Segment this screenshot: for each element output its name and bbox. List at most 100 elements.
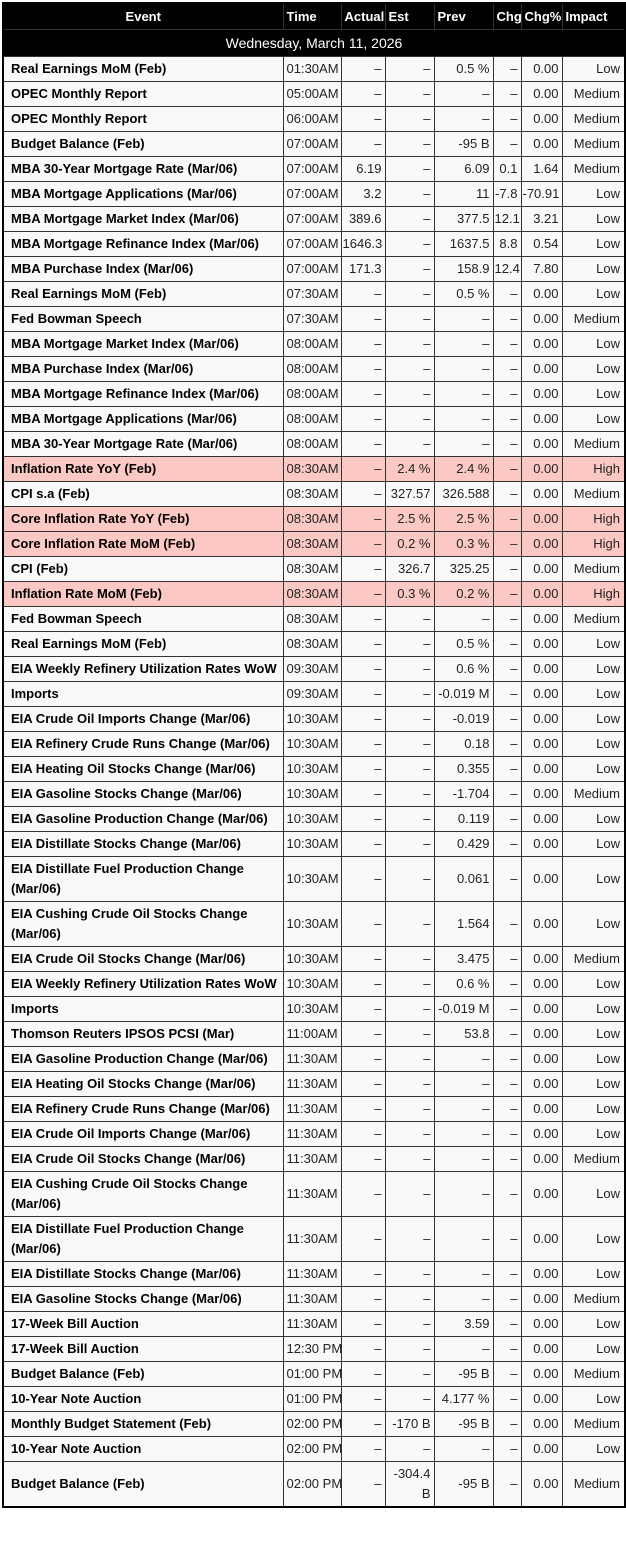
prev-cell: – bbox=[433, 1261, 494, 1287]
chg-cell: – bbox=[492, 656, 522, 682]
chg-cell: – bbox=[492, 431, 522, 457]
table-row[interactable]: EIA Crude Oil Stocks Change (Mar/06) 11:3… bbox=[2, 1146, 626, 1172]
table-row[interactable]: Core Inflation Rate MoM (Feb) 08:30AM –0.2… bbox=[2, 531, 626, 557]
chg-cell: – bbox=[492, 531, 522, 557]
table-row[interactable]: EIA Gasoline Stocks Change (Mar/06) 11:30… bbox=[2, 1286, 626, 1312]
actual-cell: – bbox=[340, 331, 386, 357]
table-row[interactable]: MBA Mortgage Applications (Mar/06) 08:00A… bbox=[2, 406, 626, 432]
table-row[interactable]: Fed Bowman Speech 08:30AM – – – –0.00 Medium bbox=[2, 606, 626, 632]
table-row[interactable]: Imports 09:30AM – – -0.019 M –0.00 Low bbox=[2, 681, 626, 707]
actual-cell: – bbox=[340, 131, 386, 157]
table-row[interactable]: MBA Mortgage Refinance Index (Mar/06) 08:… bbox=[2, 381, 626, 407]
table-row[interactable]: MBA Purchase Index (Mar/06) 07:00AM 171.3–… bbox=[2, 256, 626, 282]
est-cell: – bbox=[384, 206, 435, 232]
prev-cell: – bbox=[433, 1046, 494, 1072]
table-row[interactable]: Thomson Reuters IPSOS PCSI (Mar) 11:00AM –… bbox=[2, 1021, 626, 1047]
table-row[interactable]: 10-Year Note Auction 02:00 PM – – – –0.00 Low bbox=[2, 1436, 626, 1462]
impact-cell: High bbox=[561, 581, 626, 607]
chg-pct-cell: 0.00 bbox=[520, 1436, 563, 1462]
table-row[interactable]: EIA Crude Oil Stocks Change (Mar/06) 10:3… bbox=[2, 946, 626, 972]
table-row[interactable]: CPI s.a (Feb) 08:30AM –327.57 326.588–0.00 M… bbox=[2, 481, 626, 507]
table-row[interactable]: EIA Gasoline Stocks Change (Mar/06) 10:30… bbox=[2, 781, 626, 807]
impact-cell: Low bbox=[561, 1216, 626, 1262]
prev-cell: 6.09 bbox=[433, 156, 494, 182]
table-row[interactable]: OPEC Monthly Report 05:00AM – – – –0.00 Medium bbox=[2, 81, 626, 107]
table-row[interactable]: EIA Crude Oil Imports Change (Mar/06) 11:… bbox=[2, 1121, 626, 1147]
table-row[interactable]: OPEC Monthly Report 06:00AM – – – –0.00 Medium bbox=[2, 106, 626, 132]
event-cell: EIA Weekly Refinery Utilization Rates Wo… bbox=[2, 971, 284, 997]
table-row[interactable]: Inflation Rate MoM (Feb) 08:30AM –0.3 % 0.2… bbox=[2, 581, 626, 607]
table-row[interactable]: Budget Balance (Feb) 02:00 PM – -304.4 B -95… bbox=[2, 1461, 626, 1508]
time-cell: 10:30AM bbox=[282, 806, 342, 832]
table-row[interactable]: EIA Crude Oil Imports Change (Mar/06) 10:… bbox=[2, 706, 626, 732]
chg-pct-cell: 0.00 bbox=[520, 381, 563, 407]
chg-cell: – bbox=[492, 1071, 522, 1097]
table-row[interactable]: Budget Balance (Feb) 01:00 PM – – -95 B –0.00… bbox=[2, 1361, 626, 1387]
event-cell: Budget Balance (Feb) bbox=[2, 131, 284, 157]
prev-cell: 0.6 % bbox=[433, 656, 494, 682]
table-row[interactable]: Core Inflation Rate YoY (Feb) 08:30AM –2.5… bbox=[2, 506, 626, 532]
event-cell: Inflation Rate YoY (Feb) bbox=[2, 456, 284, 482]
table-row[interactable]: EIA Distillate Stocks Change (Mar/06) 11:… bbox=[2, 1261, 626, 1287]
table-row[interactable]: Imports 10:30AM – – -0.019 M –0.00 Low bbox=[2, 996, 626, 1022]
prev-cell: – bbox=[433, 306, 494, 332]
table-row[interactable]: EIA Cushing Crude Oil Stocks Change (Mar… bbox=[2, 1171, 626, 1217]
table-row[interactable]: EIA Cushing Crude Oil Stocks Change (Mar… bbox=[2, 901, 626, 947]
est-cell: – bbox=[384, 756, 435, 782]
table-row[interactable]: EIA Gasoline Production Change (Mar/06) 1… bbox=[2, 1046, 626, 1072]
prev-cell: 2.4 % bbox=[433, 456, 494, 482]
actual-cell: – bbox=[340, 901, 386, 947]
table-row[interactable]: MBA 30-Year Mortgage Rate (Mar/06) 08:00A… bbox=[2, 431, 626, 457]
chg-pct-cell: 0.00 bbox=[520, 1386, 563, 1412]
table-row[interactable]: EIA Distillate Fuel Production Change (M… bbox=[2, 1216, 626, 1262]
impact-cell: Medium bbox=[561, 556, 626, 582]
table-row[interactable]: MBA Mortgage Applications (Mar/06) 07:00A… bbox=[2, 181, 626, 207]
table-row[interactable]: MBA 30-Year Mortgage Rate (Mar/06) 07:00A… bbox=[2, 156, 626, 182]
chg-cell: – bbox=[492, 1311, 522, 1337]
table-row[interactable]: EIA Weekly Refinery Utilization Rates Wo… bbox=[2, 656, 626, 682]
table-row[interactable]: CPI (Feb) 08:30AM –326.7 325.25–0.00 Medium bbox=[2, 556, 626, 582]
table-row[interactable]: 17-Week Bill Auction 12:30 PM – – – –0.00 Low bbox=[2, 1336, 626, 1362]
event-cell: Core Inflation Rate YoY (Feb) bbox=[2, 506, 284, 532]
chg-cell: – bbox=[492, 106, 522, 132]
event-cell: EIA Distillate Fuel Production Change (M… bbox=[2, 856, 284, 902]
table-row[interactable]: EIA Heating Oil Stocks Change (Mar/06) 11… bbox=[2, 1071, 626, 1097]
est-cell: – bbox=[384, 281, 435, 307]
table-row[interactable]: Real Earnings MoM (Feb) 01:30AM – –0.5 % –0.… bbox=[2, 56, 626, 82]
table-row[interactable]: MBA Mortgage Refinance Index (Mar/06) 07:… bbox=[2, 231, 626, 257]
actual-cell: – bbox=[340, 681, 386, 707]
table-row[interactable]: EIA Weekly Refinery Utilization Rates Wo… bbox=[2, 971, 626, 997]
table-row[interactable]: Real Earnings MoM (Feb) 08:30AM – –0.5 % –0.… bbox=[2, 631, 626, 657]
chg-cell: 0.1 bbox=[492, 156, 522, 182]
table-row[interactable]: Fed Bowman Speech 07:30AM – – – –0.00 Medium bbox=[2, 306, 626, 332]
actual-cell: – bbox=[340, 1121, 386, 1147]
table-row[interactable]: MBA Mortgage Market Index (Mar/06) 08:00A… bbox=[2, 331, 626, 357]
table-row[interactable]: Real Earnings MoM (Feb) 07:30AM – –0.5 % –0.… bbox=[2, 281, 626, 307]
chg-cell: – bbox=[492, 1261, 522, 1287]
chg-pct-cell: 0.00 bbox=[520, 1121, 563, 1147]
table-row[interactable]: Inflation Rate YoY (Feb) 08:30AM –2.4 % 2.4… bbox=[2, 456, 626, 482]
est-cell: – bbox=[384, 1171, 435, 1217]
table-row[interactable]: MBA Mortgage Market Index (Mar/06) 07:00A… bbox=[2, 206, 626, 232]
table-row[interactable]: EIA Heating Oil Stocks Change (Mar/06) 10… bbox=[2, 756, 626, 782]
time-cell: 11:30AM bbox=[282, 1286, 342, 1312]
chg-cell: – bbox=[492, 1146, 522, 1172]
prev-cell: 158.9 bbox=[433, 256, 494, 282]
table-row[interactable]: EIA Distillate Stocks Change (Mar/06) 10:… bbox=[2, 831, 626, 857]
table-row[interactable]: EIA Distillate Fuel Production Change (M… bbox=[2, 856, 626, 902]
time-cell: 11:30AM bbox=[282, 1046, 342, 1072]
table-row[interactable]: MBA Purchase Index (Mar/06) 08:00AM – – – –0.… bbox=[2, 356, 626, 382]
table-row[interactable]: 17-Week Bill Auction 11:30AM – –3.59–0.00 Lo… bbox=[2, 1311, 626, 1337]
table-row[interactable]: EIA Gasoline Production Change (Mar/06) 1… bbox=[2, 806, 626, 832]
table-row[interactable]: Budget Balance (Feb) 07:00AM – – -95 B –0.00 M… bbox=[2, 131, 626, 157]
time-cell: 08:30AM bbox=[282, 481, 342, 507]
table-row[interactable]: EIA Refinery Crude Runs Change (Mar/06) 1… bbox=[2, 1096, 626, 1122]
chg-pct-cell: 0.00 bbox=[520, 581, 563, 607]
table-row[interactable]: EIA Refinery Crude Runs Change (Mar/06) 1… bbox=[2, 731, 626, 757]
table-row[interactable]: 10-Year Note Auction 01:00 PM – –4.177 % –0.… bbox=[2, 1386, 626, 1412]
table-row[interactable]: Monthly Budget Statement (Feb) 02:00 PM – -… bbox=[2, 1411, 626, 1437]
impact-cell: High bbox=[561, 506, 626, 532]
impact-cell: Low bbox=[561, 831, 626, 857]
chg-pct-cell: 0.00 bbox=[520, 1411, 563, 1437]
time-cell: 07:00AM bbox=[282, 206, 342, 232]
